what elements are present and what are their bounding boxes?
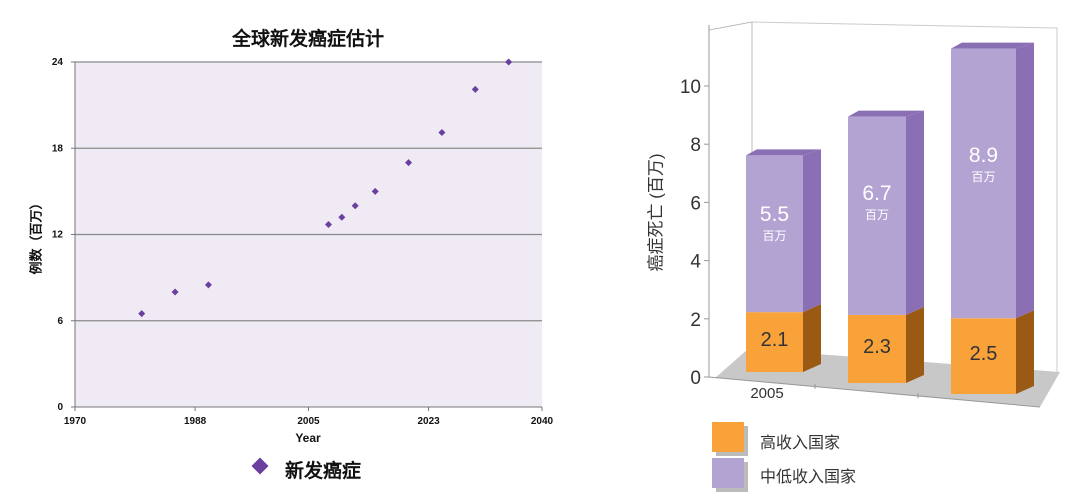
back-wall-left bbox=[708, 21, 753, 377]
legend-swatch-high-income bbox=[712, 422, 744, 452]
y-tick-label: 2 bbox=[690, 310, 701, 331]
y-axis-label: 例数（百万） bbox=[28, 196, 44, 275]
y-tick-label: 6 bbox=[57, 316, 63, 327]
bar-high-income bbox=[848, 314, 906, 383]
data-point bbox=[405, 159, 413, 167]
bar-top bbox=[951, 42, 1034, 49]
bar-top bbox=[848, 110, 924, 117]
data-point bbox=[204, 281, 212, 289]
bar-high-income bbox=[951, 318, 1016, 394]
x-tick-label: 2023 bbox=[417, 416, 440, 427]
data-point bbox=[505, 58, 513, 66]
deaths-y-axis-label: 癌症死亡 (百万) bbox=[646, 153, 666, 272]
legend-label-low-middle-income: 中低收入国家 bbox=[760, 469, 857, 486]
data-point bbox=[471, 85, 479, 93]
legend-label-high-income: 高收入国家 bbox=[760, 435, 841, 452]
y-tick-label: 8 bbox=[690, 135, 701, 156]
bar-side-high-income bbox=[906, 306, 924, 383]
x-tick-label: 2005 bbox=[297, 416, 320, 427]
bar-value-label: 6.7 bbox=[862, 182, 891, 205]
y-tick-label: 6 bbox=[690, 193, 701, 214]
x-axis-label: Year bbox=[295, 431, 321, 445]
x-axis bbox=[708, 376, 1041, 408]
y-tick-label: 10 bbox=[680, 77, 701, 98]
chart-title: 全球新发癌症估计 bbox=[231, 29, 384, 50]
y-tick-label: 4 bbox=[690, 252, 701, 273]
data-point bbox=[351, 202, 359, 210]
incidence-scatter-chart: 0 6 12 18 24 1970 1988 2005 2023 2040 bbox=[52, 57, 554, 427]
bar-low-middle-income bbox=[746, 155, 803, 313]
y-tick-label: 0 bbox=[690, 368, 701, 389]
x-tick-label: 1970 bbox=[64, 416, 87, 427]
bar-unit-label: 百万 bbox=[971, 170, 995, 184]
y-tick-label: 12 bbox=[52, 230, 64, 241]
data-point bbox=[438, 128, 446, 136]
bar-top bbox=[746, 149, 821, 156]
legend-label-new-cases: 新发癌症 bbox=[285, 461, 362, 482]
data-point bbox=[138, 310, 146, 318]
y-tick-label: 0 bbox=[57, 402, 63, 413]
bar-value-label: 5.5 bbox=[760, 203, 789, 226]
bar-unit-label: 百万 bbox=[762, 229, 786, 243]
bar-side-low-middle-income bbox=[803, 149, 821, 313]
y-tick-label: 24 bbox=[52, 57, 64, 68]
bar-value-label: 2.5 bbox=[970, 343, 998, 365]
bar-value-label: 2.1 bbox=[761, 329, 789, 351]
bar-unit-label: 百万 bbox=[865, 208, 889, 222]
data-point bbox=[371, 187, 379, 195]
bar-high-income bbox=[746, 312, 803, 372]
data-point bbox=[338, 213, 346, 221]
legend-swatch-low-middle-income bbox=[712, 458, 744, 488]
bar-side-low-middle-income bbox=[906, 110, 924, 315]
data-point bbox=[171, 288, 179, 296]
x-category-label: 2005 bbox=[750, 385, 783, 402]
bar-side-low-middle-income bbox=[1016, 42, 1034, 319]
bar-side-high-income bbox=[803, 304, 821, 372]
x-tick-label: 2040 bbox=[531, 416, 554, 427]
bar-value-label: 8.9 bbox=[969, 144, 998, 167]
data-point bbox=[325, 220, 333, 228]
bar-side-high-income bbox=[1016, 310, 1034, 394]
bar-low-middle-income bbox=[951, 48, 1016, 319]
back-wall bbox=[751, 21, 1058, 372]
x-tick-label: 1988 bbox=[184, 416, 207, 427]
bar-value-label: 2.3 bbox=[863, 336, 891, 358]
y-tick-label: 18 bbox=[52, 143, 64, 154]
bar-low-middle-income bbox=[848, 116, 906, 315]
